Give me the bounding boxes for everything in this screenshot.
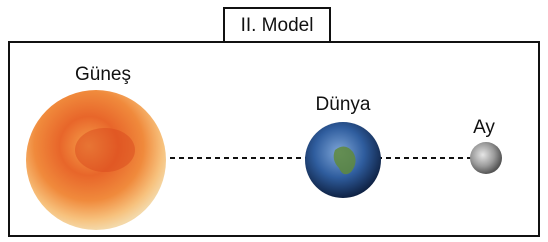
page: II. Model Güneş Dünya Ay (() => { const …	[0, 0, 548, 242]
diagram: II. Model Güneş Dünya Ay	[0, 0, 548, 242]
title: II. Model	[241, 15, 314, 36]
sun-spot	[75, 128, 135, 172]
moon-label: Ay	[473, 117, 495, 138]
earth-label: Dünya	[316, 94, 371, 115]
moon	[470, 142, 502, 174]
sun-label: Güneş	[75, 64, 131, 85]
